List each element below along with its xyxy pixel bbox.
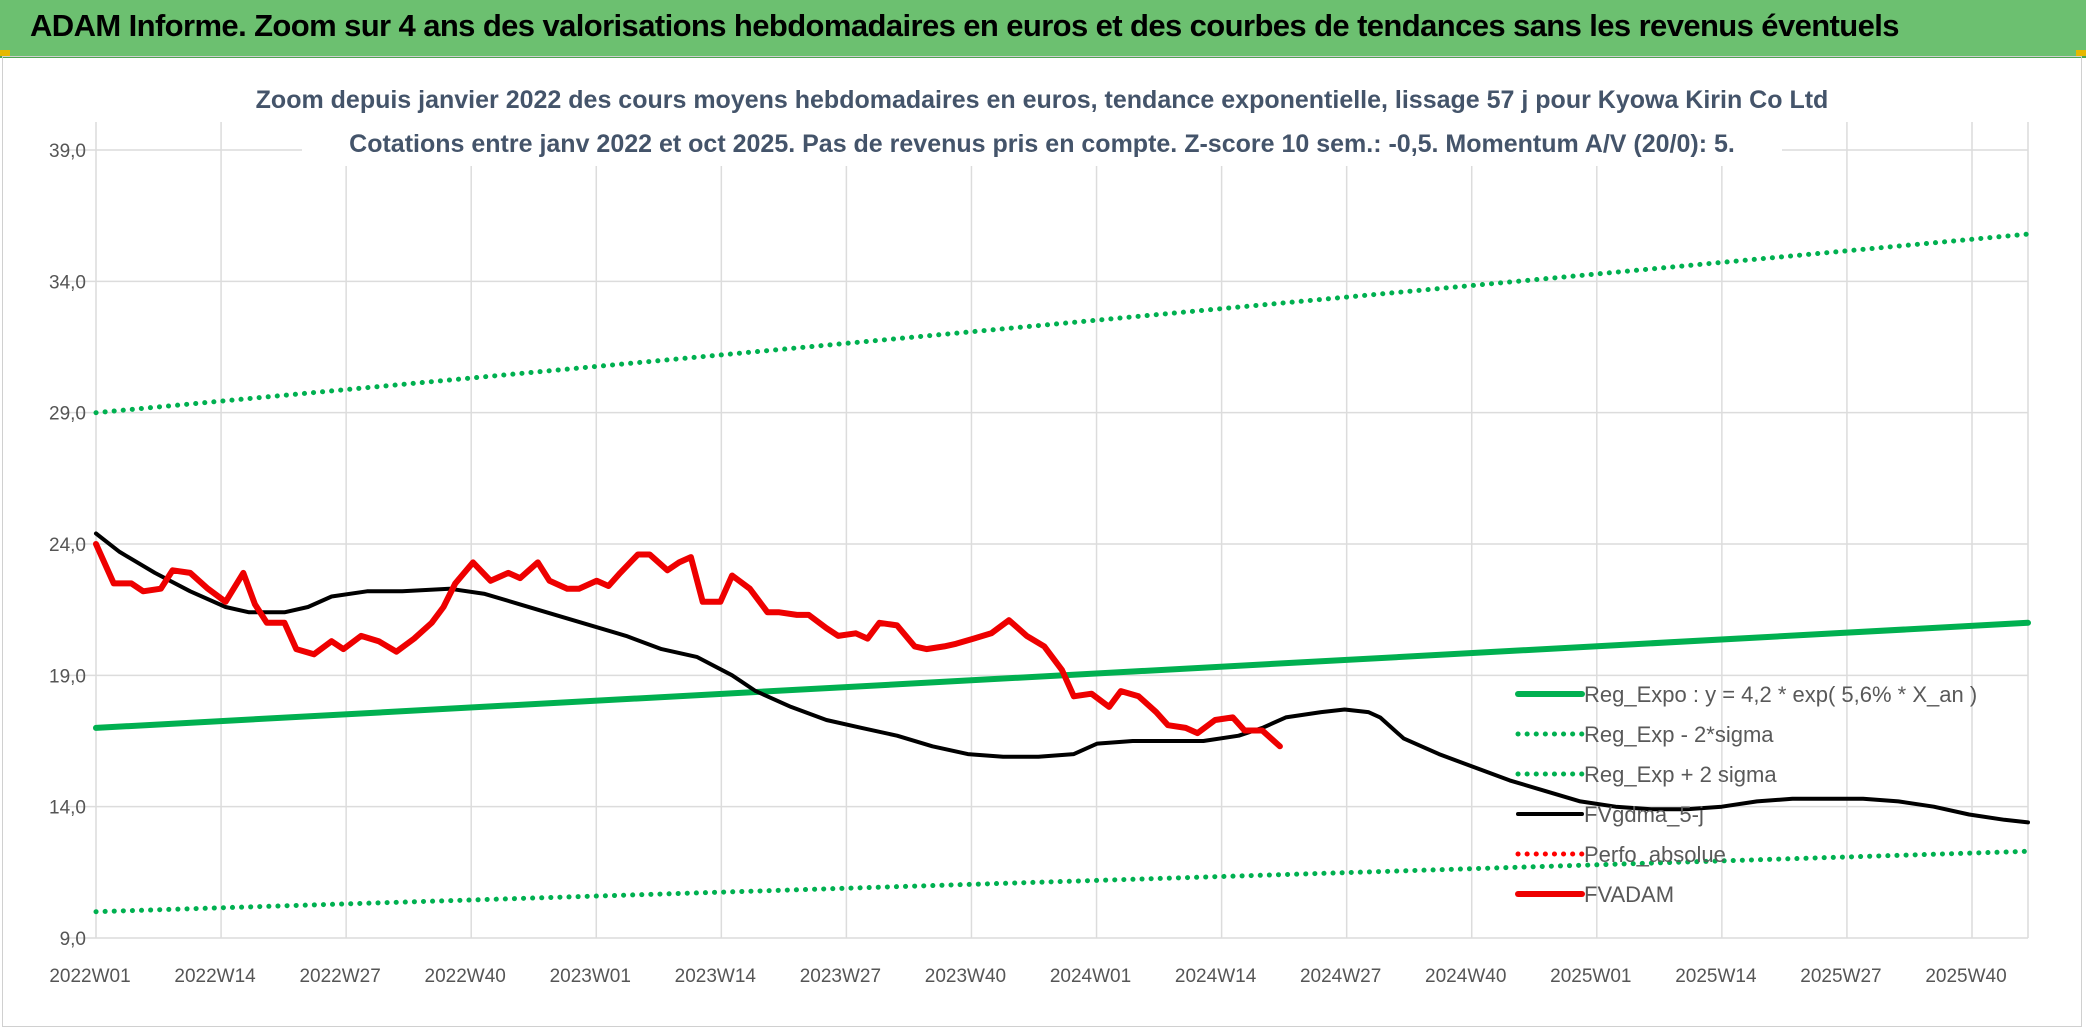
x-tick-label: 2023W01 <box>550 966 631 987</box>
x-tick-label: 2022W40 <box>425 966 506 987</box>
corner-mark-right <box>2076 50 2086 56</box>
legend-label: Reg_Exp + 2 sigma <box>1584 762 1777 787</box>
y-tick-label: 34,0 <box>49 272 86 293</box>
series-line-2 <box>93 231 2031 416</box>
y-tick-label: 19,0 <box>49 666 86 687</box>
series-lines <box>93 231 2031 915</box>
grid <box>66 122 2029 939</box>
title-background <box>302 80 1782 166</box>
series-line-1 <box>93 848 2031 915</box>
y-axis-ticks: 9,0 14,0 19,0 24,0 29,0 34,0 39,0 <box>49 141 86 950</box>
x-tick-label: 2025W14 <box>1675 966 1757 987</box>
y-tick-label: 14,0 <box>49 798 86 819</box>
x-tick-label: 2022W27 <box>299 966 380 987</box>
legend-label: Perfo_absolue <box>1584 842 1726 867</box>
x-tick-label: 2024W40 <box>1425 966 1506 987</box>
banner-title: ADAM Informe. Zoom sur 4 ans des valoris… <box>30 8 1900 43</box>
x-axis-ticks: 2022W01 2022W14 2022W27 2022W40 2023W01 2023W… <box>49 966 2006 987</box>
x-tick-label: 2025W01 <box>1550 966 1631 987</box>
legend-label: Reg_Expo : y = 4,2 * exp( 5,6% * X_an ) <box>1584 682 1977 707</box>
series-line-5 <box>93 541 1283 750</box>
x-tick-label: 2024W01 <box>1050 966 1131 987</box>
banner: ADAM Informe. Zoom sur 4 ans des valoris… <box>0 0 2086 58</box>
x-tick-label: 2023W40 <box>925 966 1006 987</box>
x-tick-label: 2022W01 <box>49 966 130 987</box>
chart-frame <box>2 56 2082 1027</box>
chart-subtitle: Cotations entre janv 2022 et oct 2025. P… <box>349 130 1735 158</box>
x-tick-label: 2025W27 <box>1800 966 1881 987</box>
x-tick-label: 2023W27 <box>800 966 881 987</box>
x-tick-label: 2022W14 <box>174 966 256 987</box>
y-tick-label: 39,0 <box>49 141 86 162</box>
x-tick-label: 2023W14 <box>675 966 757 987</box>
series-line-3 <box>94 531 2030 825</box>
chart-title: Zoom depuis janvier 2022 des cours moyen… <box>256 86 1829 114</box>
x-tick-label: 2024W27 <box>1300 966 1381 987</box>
legend-label: FVgdma_5-j <box>1584 802 1704 827</box>
x-tick-label: 2025W40 <box>1925 966 2006 987</box>
corner-mark-left <box>0 50 10 56</box>
x-tick-label: 2024W14 <box>1175 966 1257 987</box>
y-tick-label: 24,0 <box>49 535 86 556</box>
y-tick-label: 29,0 <box>49 404 86 425</box>
legend-label: Reg_Exp - 2*sigma <box>1584 722 1774 747</box>
legend-label: FVADAM <box>1584 882 1674 907</box>
y-tick-label: 9,0 <box>60 929 86 950</box>
legend: Reg_Expo : y = 4,2 * exp( 5,6% * X_an ) R… <box>1515 682 1977 907</box>
